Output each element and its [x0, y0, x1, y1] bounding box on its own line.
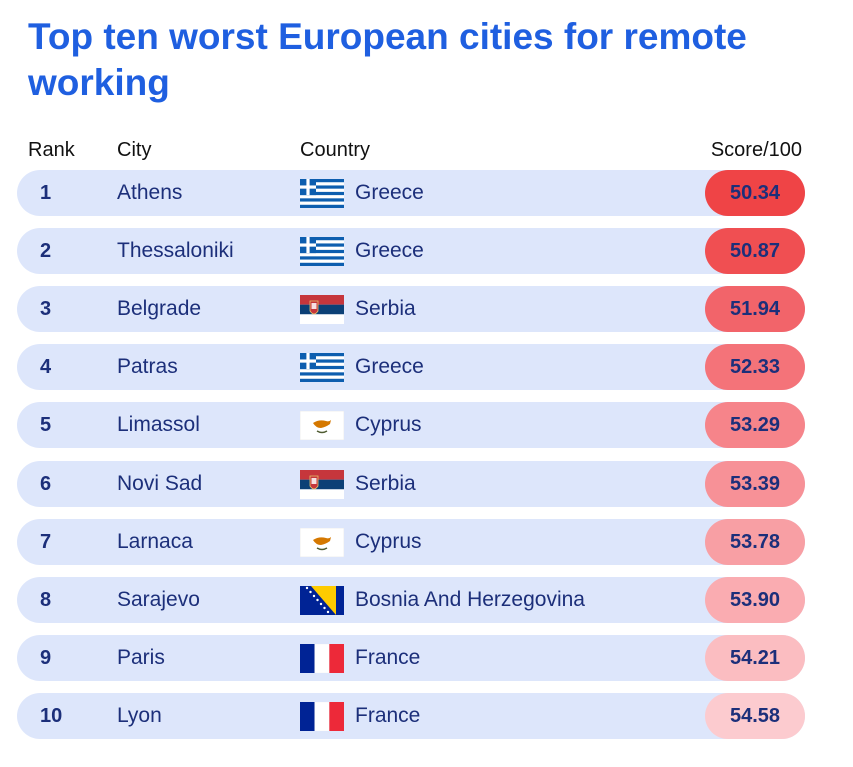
table-row: 7 Larnaca Cyprus 53.78 — [17, 518, 805, 565]
country-cell: Serbia — [355, 297, 416, 321]
rank-cell: 5 — [40, 414, 52, 437]
serbia-flag-icon — [300, 469, 344, 499]
rank-cell: 2 — [40, 240, 52, 263]
column-header-score: Score/100 — [710, 139, 802, 161]
score-badge: 53.78 — [705, 518, 805, 565]
score-badge: 50.87 — [705, 228, 805, 275]
country-cell: Bosnia And Herzegovina — [355, 587, 585, 611]
rank-cell: 10 — [40, 704, 63, 727]
column-header-country: Country — [300, 139, 371, 161]
column-header-city: City — [117, 139, 152, 161]
rank-cell: 3 — [40, 298, 52, 321]
cyprus-flag-icon — [300, 411, 344, 441]
city-cell: Patras — [117, 355, 178, 379]
rank-cell: 9 — [40, 646, 52, 669]
table-row: 4 Patras Greece 52.33 — [17, 344, 805, 391]
chart-title: Top ten worst European cities for remote… — [28, 16, 747, 103]
column-header-rank: Rank — [28, 139, 75, 161]
country-cell: France — [355, 645, 421, 669]
country-cell: Greece — [355, 239, 424, 263]
score-badge: 50.34 — [705, 170, 805, 216]
bosnia-flag-icon — [300, 585, 344, 615]
table-row: 5 Limassol Cyprus 53.29 — [17, 402, 805, 449]
city-cell: Paris — [117, 645, 165, 669]
table-row: 6 Novi Sad Serbia 53.39 — [17, 460, 805, 507]
score-badge: 51.94 — [705, 286, 805, 333]
rank-cell: 1 — [40, 182, 52, 204]
rank-cell: 4 — [40, 356, 52, 379]
rank-cell: 8 — [40, 588, 52, 611]
country-cell: Serbia — [355, 471, 416, 495]
country-cell: Cyprus — [355, 413, 422, 437]
score-badge: 53.39 — [705, 460, 805, 507]
score-badge: 52.33 — [705, 344, 805, 391]
table-header: Rank City Country Score/100 — [0, 137, 853, 163]
country-cell: Cyprus — [355, 529, 422, 553]
city-cell: Limassol — [117, 413, 200, 437]
greece-flag-icon — [300, 237, 344, 267]
country-cell: France — [355, 703, 421, 727]
city-cell: Lyon — [117, 703, 162, 727]
table-row: 3 Belgrade Serbia 51.94 — [17, 286, 805, 333]
city-cell: Belgrade — [117, 297, 202, 321]
score-badge: 53.29 — [705, 402, 805, 449]
table-row: 2 Thessaloniki Greece 50.87 — [17, 228, 805, 275]
serbia-flag-icon — [300, 295, 344, 325]
score-badge: 53.90 — [705, 576, 805, 623]
greece-flag-icon — [300, 179, 344, 208]
score-badge: 54.21 — [705, 634, 805, 681]
table-row: 8 Sarajevo Bosnia And Herzegovina 53.90 — [17, 576, 805, 623]
country-cell: Greece — [355, 355, 424, 379]
rank-cell: 6 — [40, 472, 52, 495]
score-badge: 54.58 — [705, 692, 805, 739]
city-cell: Novi Sad — [117, 471, 203, 495]
france-flag-icon — [300, 701, 344, 731]
greece-flag-icon — [300, 353, 344, 383]
city-cell: Thessaloniki — [117, 239, 234, 263]
table-row: 9 Paris France 54.21 — [17, 634, 805, 681]
cyprus-flag-icon — [300, 527, 344, 557]
city-cell: Sarajevo — [117, 587, 200, 611]
table-row: 1 Athens Greece 50.34 — [17, 170, 805, 216]
france-flag-icon — [300, 643, 344, 673]
table-row: 10 Lyon France 54.58 — [17, 692, 805, 739]
city-cell: Larnaca — [117, 529, 193, 553]
city-cell: Athens — [117, 181, 183, 204]
country-cell: Greece — [355, 181, 424, 204]
rank-cell: 7 — [40, 530, 52, 553]
